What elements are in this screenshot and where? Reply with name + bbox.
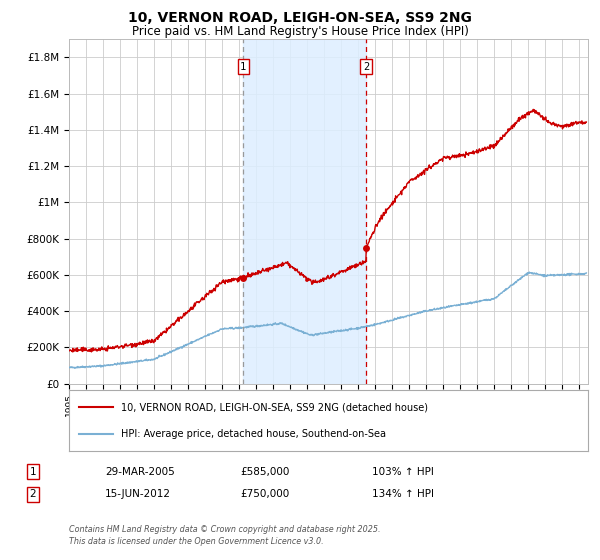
Text: 2: 2 <box>363 62 369 72</box>
Text: Contains HM Land Registry data © Crown copyright and database right 2025.
This d: Contains HM Land Registry data © Crown c… <box>69 525 380 546</box>
Text: 134% ↑ HPI: 134% ↑ HPI <box>372 489 434 500</box>
Text: 1: 1 <box>29 466 37 477</box>
Text: Price paid vs. HM Land Registry's House Price Index (HPI): Price paid vs. HM Land Registry's House … <box>131 25 469 38</box>
Text: 10, VERNON ROAD, LEIGH-ON-SEA, SS9 2NG: 10, VERNON ROAD, LEIGH-ON-SEA, SS9 2NG <box>128 11 472 25</box>
Text: 2: 2 <box>29 489 37 500</box>
Text: 10, VERNON ROAD, LEIGH-ON-SEA, SS9 2NG (detached house): 10, VERNON ROAD, LEIGH-ON-SEA, SS9 2NG (… <box>121 402 428 412</box>
Bar <box>243 39 366 384</box>
Text: 29-MAR-2005: 29-MAR-2005 <box>105 466 175 477</box>
Text: 1: 1 <box>240 62 247 72</box>
Text: 103% ↑ HPI: 103% ↑ HPI <box>372 466 434 477</box>
Text: HPI: Average price, detached house, Southend-on-Sea: HPI: Average price, detached house, Sout… <box>121 429 386 439</box>
Text: £750,000: £750,000 <box>240 489 289 500</box>
Text: 15-JUN-2012: 15-JUN-2012 <box>105 489 171 500</box>
Text: £585,000: £585,000 <box>240 466 289 477</box>
